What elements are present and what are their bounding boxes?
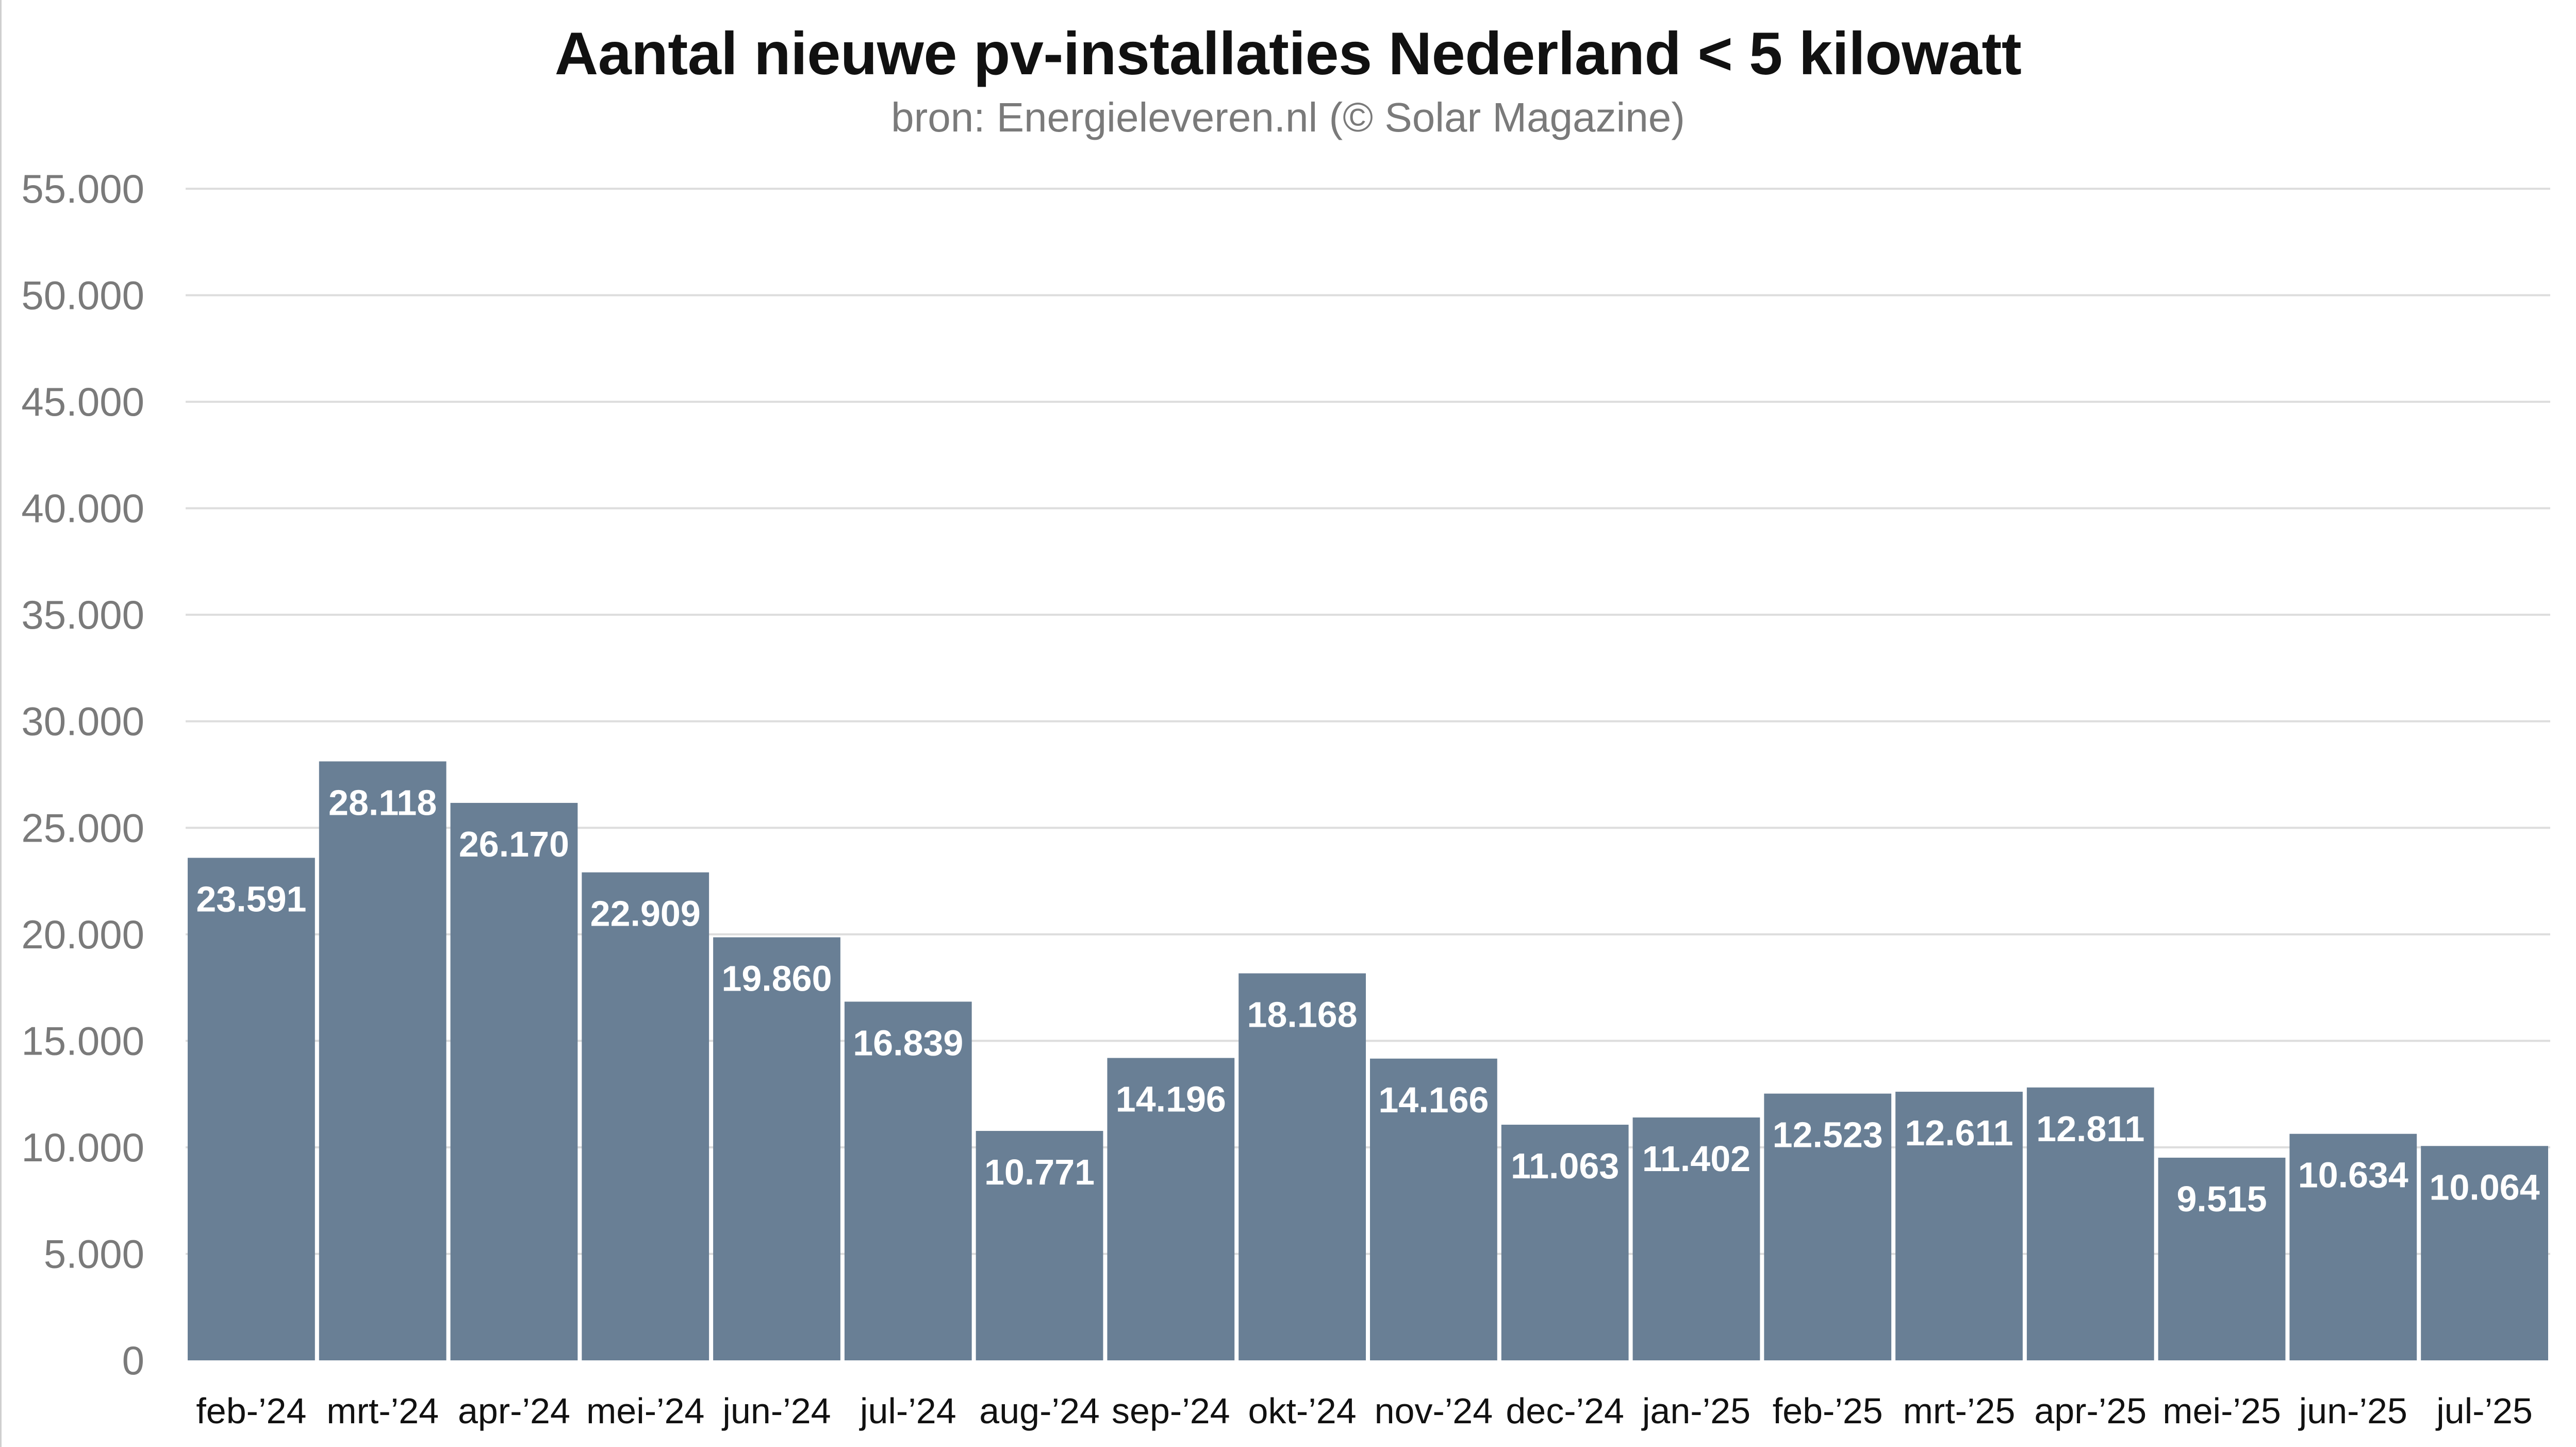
gridlines [186,188,2550,1255]
bar-value-label: 18.168 [1247,994,1358,1034]
bar-value-label: 12.811 [2036,1109,2144,1149]
chart-title: Aantal nieuwe pv-installaties Nederland … [554,20,2022,87]
x-tick-label: jun-’24 [721,1391,831,1431]
y-tick-label: 5.000 [44,1231,144,1276]
x-tick-label: apr-’24 [458,1391,570,1431]
y-tick-label: 25.000 [21,805,144,850]
bar-value-label: 10.634 [2298,1155,2408,1195]
bar-value-label: 12.611 [1905,1113,2013,1153]
bar [2026,1087,2154,1360]
bar [188,858,315,1360]
x-tick-label: mrt-’24 [326,1391,439,1431]
x-tick-label: aug-’24 [979,1391,1100,1431]
bar [2289,1133,2417,1360]
x-tick-label: dec-’24 [1506,1391,1624,1431]
bar-value-label: 10.771 [984,1152,1095,1192]
y-tick-label: 50.000 [21,273,144,318]
x-axis: feb-’24 mrt-’24 apr-’24 mei-’24 jun-’24 jul-’… [196,1391,2533,1431]
bar-value-label: 12.523 [1773,1115,1883,1155]
x-tick-label: jun-’25 [2298,1391,2407,1431]
y-tick-label: 35.000 [21,592,144,637]
bar [713,937,840,1360]
bar [2158,1157,2286,1360]
bar [1764,1093,1892,1360]
bar [1501,1124,1629,1360]
bar-value-label: 10.064 [2430,1167,2540,1207]
bar [844,1001,972,1360]
x-tick-label: feb-’25 [1773,1391,1883,1431]
bar-value-label: 9.515 [2176,1179,2267,1219]
bar [1370,1058,1497,1360]
bar [1239,973,1366,1360]
y-tick-label: 15.000 [21,1018,144,1063]
x-tick-label: apr-’25 [2034,1391,2146,1431]
x-tick-label: jul-’25 [2435,1391,2533,1431]
y-tick-label: 10.000 [21,1125,144,1170]
bar-value-label: 11.063 [1511,1146,1619,1186]
x-tick-label: mei-’25 [2162,1391,2281,1431]
bar-value-label: 22.909 [590,894,701,934]
y-tick-label: 40.000 [21,486,144,531]
bar-value-label: 14.166 [1378,1080,1489,1120]
bar [450,802,578,1360]
x-tick-label: mrt-’25 [1903,1391,2016,1431]
bar-value-label: 16.839 [853,1023,963,1063]
x-tick-label: sep-’24 [1112,1391,1230,1431]
bar-value-label: 26.170 [459,824,569,864]
y-tick-label: 45.000 [21,379,144,424]
bar-value-label: 14.196 [1116,1079,1226,1120]
x-tick-label: jul-’24 [859,1391,956,1431]
chart-subtitle: bron: Energieleveren.nl (© Solar Magazin… [891,94,1685,140]
y-tick-label: 30.000 [21,699,144,744]
y-tick-label: 20.000 [21,912,144,957]
x-tick-label: okt-’24 [1248,1391,1357,1431]
left-border [0,0,2,1447]
bar [582,872,709,1360]
bar [976,1131,1103,1360]
bar-value-label: 23.591 [196,879,306,919]
bar [1895,1092,2023,1360]
x-tick-label: nov-’24 [1375,1391,1493,1431]
bar [319,761,447,1360]
bar-value-label: 19.860 [721,959,832,999]
y-axis: 0 5.000 10.000 15.000 20.000 25.000 30.000 35.0… [21,166,144,1383]
bar [1632,1117,1760,1360]
bar [2421,1146,2548,1360]
y-tick-label: 55.000 [21,166,144,211]
bar-value-label: 11.402 [1642,1139,1751,1179]
x-tick-label: mei-’24 [586,1391,705,1431]
x-tick-label: jan-’25 [1641,1391,1751,1431]
y-tick-label: 0 [122,1338,144,1383]
bar-value-label: 28.118 [328,782,437,823]
x-tick-label: feb-’24 [196,1391,306,1431]
bar [1107,1058,1235,1360]
bars: 23.591 28.118 26.170 22.909 19.860 16.839 10.7… [188,761,2548,1360]
